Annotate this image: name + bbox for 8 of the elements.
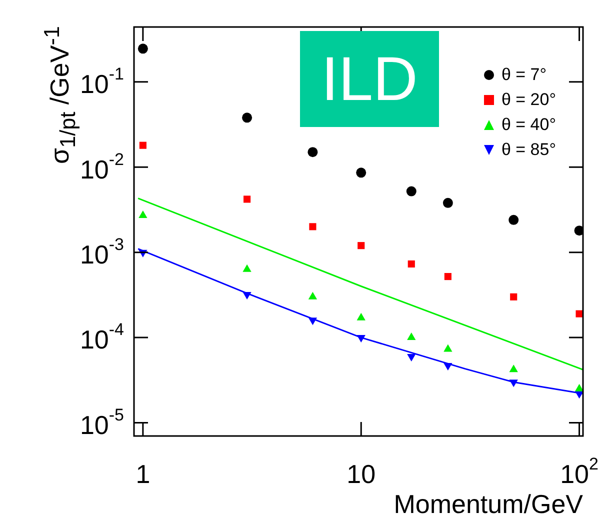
x-axis-title: Momentum/GeV [394,489,584,520]
legend-label: θ = 20° [501,90,556,110]
legend-label: θ = 40° [501,114,556,134]
legend-label: θ = 85° [501,140,556,160]
annotation: ILD [300,31,439,127]
x-tick-label: 1 [136,459,150,490]
x-tick-label: 10 [346,459,376,490]
legend-label: θ = 7° [501,64,547,84]
